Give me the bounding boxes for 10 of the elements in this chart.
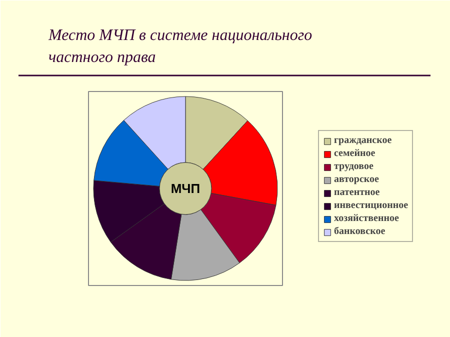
legend-label: гражданское bbox=[334, 135, 392, 146]
legend-label: трудовое bbox=[334, 161, 374, 172]
legend-label: патентное bbox=[334, 187, 380, 198]
legend-label: инвестиционное bbox=[334, 200, 408, 211]
legend-label: авторское bbox=[334, 174, 379, 185]
text: МЧП bbox=[170, 181, 200, 196]
chart-title: Место МЧП в системе национального частного права bbox=[48, 27, 312, 66]
legend-label: хозяйственное bbox=[334, 213, 399, 224]
legend-label: банковское bbox=[334, 226, 386, 237]
legend-label: семейное bbox=[334, 148, 376, 159]
